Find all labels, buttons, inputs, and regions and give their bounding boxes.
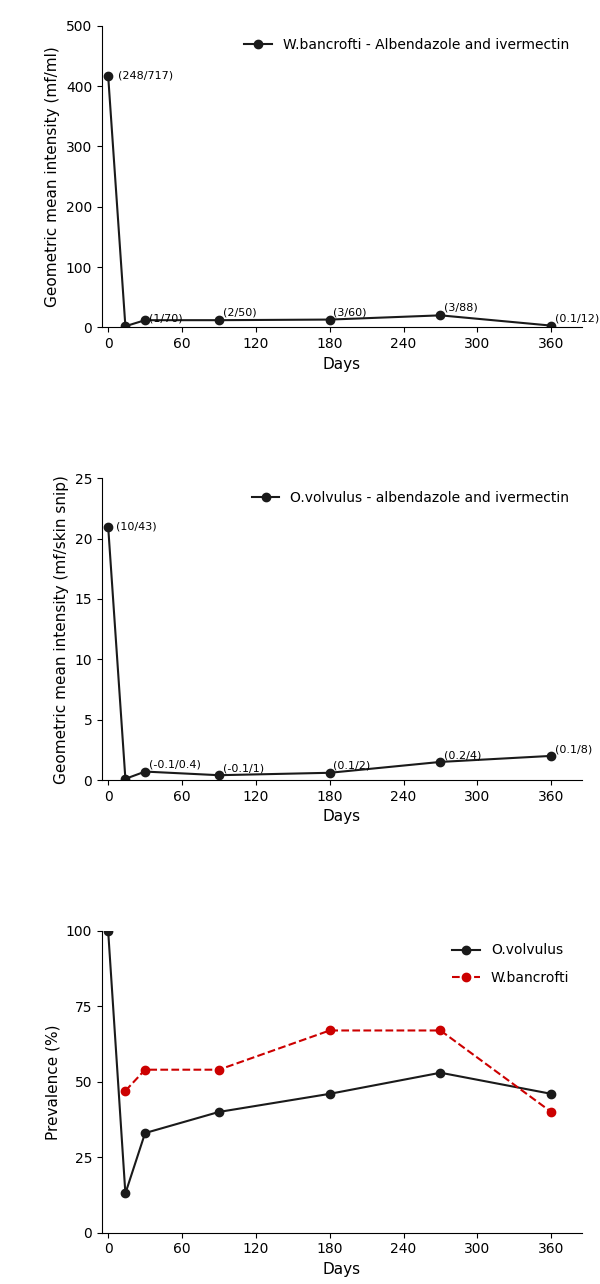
Text: (-0.1/0.4): (-0.1/0.4): [149, 760, 200, 770]
Text: (3/60): (3/60): [334, 307, 367, 317]
X-axis label: Days: Days: [323, 357, 361, 371]
Text: (0.1/2): (0.1/2): [334, 761, 371, 770]
Legend: O.volvulus - albendazole and ivermectin: O.volvulus - albendazole and ivermectin: [246, 485, 575, 510]
Text: (0.1/8): (0.1/8): [555, 745, 592, 754]
Legend: O.volvulus, W.bancrofti: O.volvulus, W.bancrofti: [446, 937, 575, 991]
Legend: W.bancrofti - Albendazole and ivermectin: W.bancrofti - Albendazole and ivermectin: [239, 32, 575, 58]
Text: (1/70): (1/70): [149, 313, 182, 324]
Text: (248/717): (248/717): [118, 71, 173, 81]
X-axis label: Days: Days: [323, 809, 361, 824]
Y-axis label: Geometric mean intensity (mf/skin snip): Geometric mean intensity (mf/skin snip): [54, 475, 69, 783]
Text: (0.1/12): (0.1/12): [555, 313, 599, 324]
Text: (10/43): (10/43): [116, 521, 156, 532]
Y-axis label: Geometric mean intensity (mf/ml): Geometric mean intensity (mf/ml): [46, 46, 61, 307]
Text: (2/50): (2/50): [223, 308, 256, 317]
Text: (-0.1/1): (-0.1/1): [223, 764, 264, 773]
Text: (3/88): (3/88): [444, 303, 478, 313]
Y-axis label: Prevalence (%): Prevalence (%): [46, 1025, 61, 1139]
Text: (0.2/4): (0.2/4): [444, 750, 482, 760]
X-axis label: Days: Days: [323, 1262, 361, 1276]
